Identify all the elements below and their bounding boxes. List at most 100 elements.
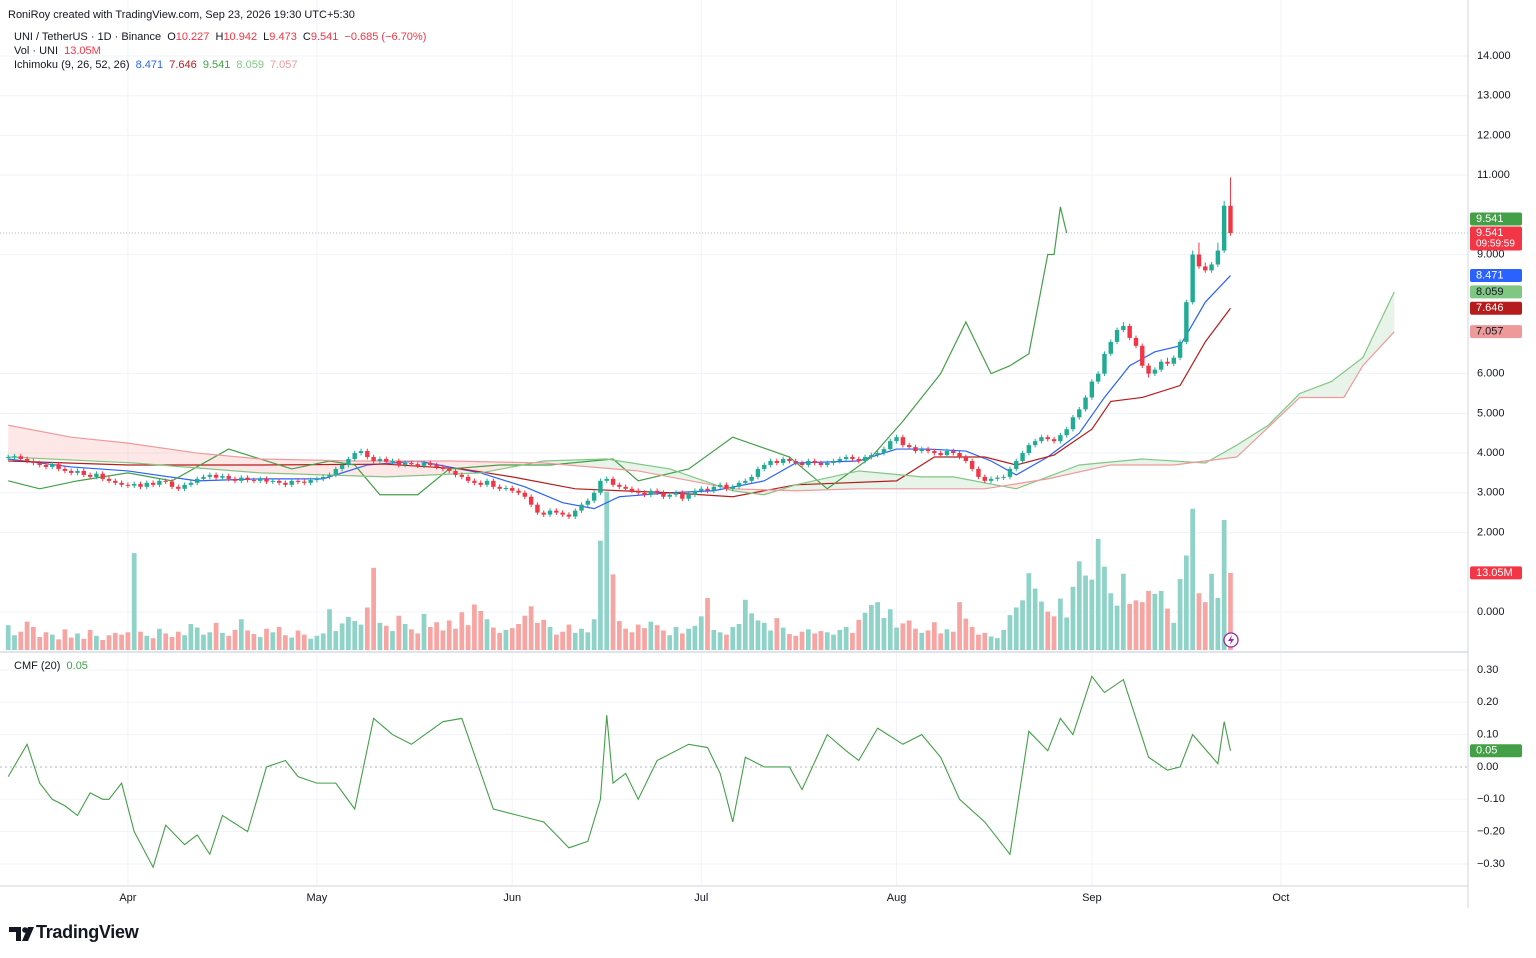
volume-bar [106, 635, 112, 650]
ichimoku-legend: Ichimoku (9, 26, 52, 26) 8.471 7.646 9.5… [14, 58, 301, 72]
candle-body [1152, 369, 1158, 374]
cmf-badge: 0.05 [1476, 745, 1497, 757]
cloud-fill [1312, 386, 1319, 398]
volume-bar [919, 632, 925, 650]
candle-body [516, 490, 521, 493]
candle-body [1127, 325, 1132, 338]
cloud-fill [896, 474, 903, 489]
volume-bar [1045, 611, 1051, 650]
volume-legend: Vol · UNI 13.05M [14, 44, 104, 58]
volume-bar [1083, 575, 1088, 650]
cloud-fill [235, 456, 242, 472]
candle-body [75, 470, 80, 473]
volume-bar [1102, 566, 1107, 650]
candle-body [799, 462, 805, 465]
candle-body [894, 437, 899, 442]
volume-bar [390, 631, 395, 650]
volume-bar [742, 599, 748, 650]
cloud-fill [222, 455, 229, 471]
candle-body [1140, 345, 1145, 366]
cmf-legend: CMF (20) 0.05 [14, 659, 91, 673]
volume-bar [1190, 508, 1196, 650]
volume-bar [535, 622, 540, 650]
candle-body [138, 484, 143, 487]
cloud-fill [928, 476, 935, 489]
candle-body [547, 510, 553, 515]
cloud-fill [946, 476, 954, 489]
volume-bar [497, 632, 502, 650]
candle-body [963, 457, 969, 461]
ichimoku-title: Ichimoku (9, 26, 52, 26) [14, 59, 130, 71]
volume-bar [43, 632, 49, 650]
volume-badge: 13.05M [1476, 567, 1513, 579]
volume-bar [957, 602, 962, 650]
cmf-tick-label: 0.00 [1477, 761, 1498, 773]
cloud-fill [14, 426, 21, 458]
candle-body [258, 478, 263, 481]
volume-layer [5, 491, 1233, 650]
volume-bar [81, 638, 87, 650]
span-a-value: 8.059 [236, 59, 264, 71]
volume-bar [950, 631, 956, 650]
cloud-fill [165, 448, 173, 466]
candle-body [535, 504, 540, 513]
candle-body [1133, 337, 1139, 346]
candle-body [491, 480, 496, 487]
candle-body [787, 459, 792, 461]
countdown: 09:59:59 [1476, 239, 1515, 250]
cloud-fill [631, 462, 639, 471]
cmf-layer [7, 675, 1232, 869]
cloud-fill [45, 432, 53, 460]
cloud-fill [1350, 362, 1357, 387]
candle-body [314, 478, 320, 481]
volume-bar [566, 624, 572, 650]
grid-layer [0, 0, 1468, 886]
badge-layer: 9.5419.54109:59:598.4718.0597.6467.05713… [1470, 212, 1522, 758]
candle-body [62, 468, 68, 471]
volume-bar [346, 616, 351, 650]
candle-body [762, 464, 767, 469]
candle-body [957, 453, 962, 458]
candle-body [711, 486, 717, 491]
volume-bar [667, 635, 673, 650]
candle-body [390, 460, 395, 462]
candle-body [18, 456, 23, 460]
candle-body [94, 473, 99, 477]
volume-bar [635, 624, 641, 650]
volume-bar [75, 633, 80, 650]
volume-bar [157, 628, 162, 650]
candle-body [459, 474, 465, 477]
candle-body [749, 476, 754, 481]
candle-body [232, 478, 238, 481]
candle-body [837, 459, 843, 461]
candle-body [1077, 409, 1082, 418]
volume-bar [522, 615, 528, 650]
volume-bar [793, 635, 799, 650]
candle-body [1083, 397, 1088, 410]
chikou-badge-bg [1470, 212, 1522, 226]
candle-body [1020, 453, 1025, 461]
cloud-fill [871, 472, 878, 489]
cloud-fill [1331, 376, 1338, 398]
symbol-legend: UNI / TetherUS · 1D · Binance O10.227 H1… [14, 30, 429, 44]
candle-body [856, 459, 861, 461]
candle-body [5, 457, 11, 459]
cloud-fill [260, 459, 267, 474]
candle-body [465, 476, 471, 481]
volume-bar [396, 615, 402, 650]
candle-body [1051, 439, 1057, 442]
candle-body [680, 492, 685, 499]
volume-bar [415, 633, 421, 650]
volume-bar [1209, 573, 1214, 650]
volume-bar [1089, 579, 1095, 650]
volume-bar [226, 635, 232, 650]
volume-bar [837, 629, 843, 650]
candle-body [295, 480, 301, 482]
volume-bar [194, 627, 200, 650]
volume-bar [1127, 603, 1133, 650]
cloud-fill [1249, 433, 1256, 446]
candle-body [1165, 361, 1170, 364]
volume-bar [1202, 602, 1208, 650]
cloud-fill [58, 434, 65, 460]
